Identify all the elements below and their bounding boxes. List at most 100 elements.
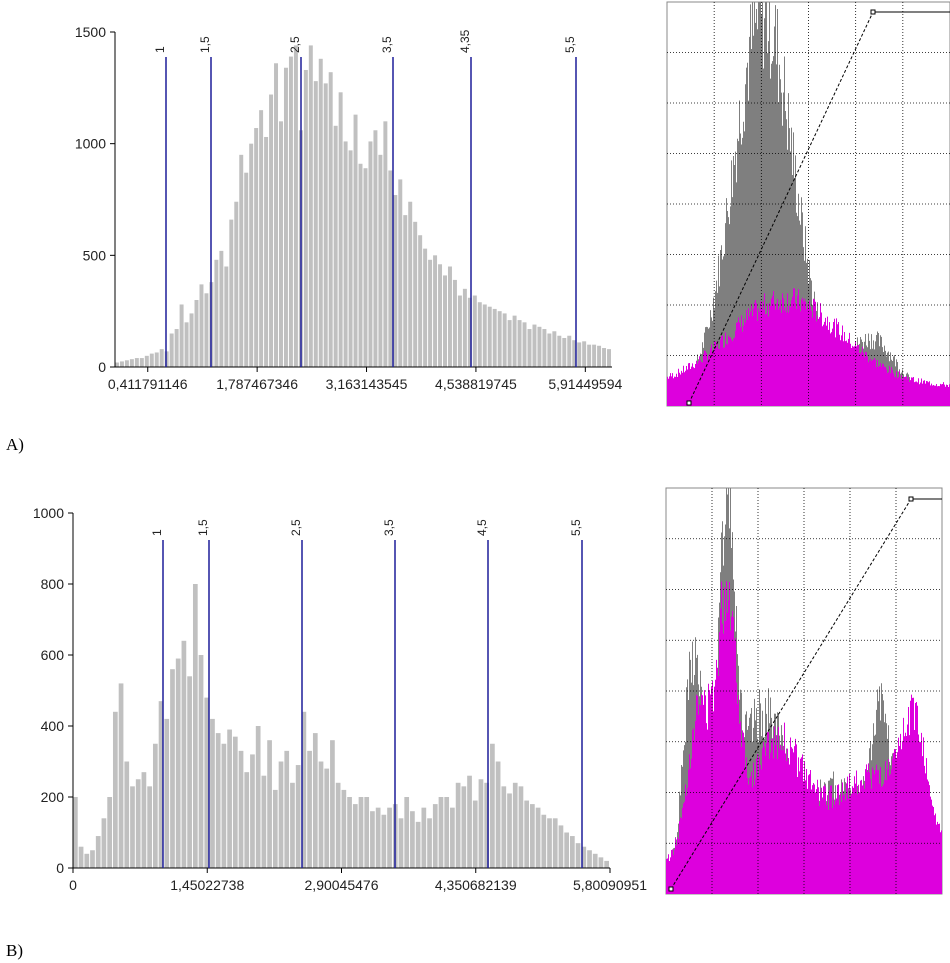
bar — [375, 807, 381, 868]
bar — [364, 797, 370, 868]
bar — [130, 786, 135, 868]
bar — [393, 195, 398, 367]
bar — [84, 853, 90, 868]
thumb-handle-low — [686, 400, 692, 406]
bar — [597, 345, 602, 367]
bar — [524, 800, 530, 868]
bar — [269, 94, 274, 367]
x-tick-label: 1,787467346 — [216, 376, 298, 392]
bar — [443, 275, 447, 367]
bar — [408, 201, 413, 367]
bar — [139, 358, 144, 367]
bar — [447, 266, 452, 367]
bar — [261, 775, 267, 868]
bar — [487, 306, 492, 367]
bar — [577, 342, 582, 367]
bar — [219, 250, 224, 367]
histogram-a: 0 500 1000 1500 0,411791146 1,787467346 3,1631… — [75, 24, 623, 392]
bar — [607, 349, 611, 367]
bar — [147, 786, 152, 868]
bar — [249, 143, 254, 367]
bar — [313, 81, 318, 367]
bar — [570, 836, 575, 868]
bar — [95, 836, 101, 868]
bar — [467, 297, 472, 367]
bar — [159, 349, 164, 367]
marker-label: 1 — [153, 46, 167, 53]
bar — [290, 782, 295, 868]
bar — [288, 56, 293, 367]
bar — [450, 807, 455, 868]
marker-label: 1 — [150, 529, 164, 536]
bar — [547, 333, 552, 367]
bar — [187, 676, 192, 868]
x-tick-label: 0 — [69, 877, 77, 893]
bar — [324, 768, 330, 868]
bar — [259, 110, 264, 368]
panel-label-a: A) — [6, 435, 24, 454]
bar — [198, 655, 204, 868]
bar — [279, 121, 283, 367]
bar — [149, 353, 154, 367]
bar — [250, 754, 255, 868]
y-tick-label: 0 — [98, 359, 106, 375]
bar — [169, 333, 174, 367]
x-tick-label: 4,350682139 — [435, 877, 517, 893]
bar — [530, 804, 535, 868]
bar — [381, 814, 387, 868]
panel-label-b: B) — [6, 941, 23, 960]
bar — [134, 358, 139, 367]
bar — [144, 355, 149, 367]
bar — [562, 337, 567, 367]
bar — [189, 313, 194, 367]
bar — [244, 772, 250, 868]
bar — [567, 335, 572, 367]
bar — [472, 800, 478, 868]
bar — [602, 348, 607, 367]
bar — [353, 114, 358, 367]
y-tick-label: 0 — [56, 860, 64, 876]
thumb-handle-high — [870, 9, 876, 15]
bar — [307, 750, 312, 868]
bar — [507, 320, 512, 367]
bar — [564, 832, 570, 868]
bar — [215, 733, 221, 868]
bar — [154, 352, 159, 367]
y-tick-label: 1500 — [75, 24, 106, 40]
bar — [472, 295, 477, 367]
bar — [512, 782, 518, 868]
marker-label: 2,5 — [289, 519, 303, 536]
bar — [301, 711, 307, 868]
bar — [192, 584, 198, 868]
bar — [224, 266, 229, 367]
bar — [413, 221, 418, 367]
bar — [293, 45, 298, 368]
marker-label: 1,5 — [196, 519, 210, 536]
bar — [404, 797, 410, 868]
bar — [239, 154, 244, 367]
bar — [184, 322, 189, 367]
bar — [135, 779, 141, 868]
bar — [415, 821, 421, 868]
bar — [333, 125, 338, 367]
bar — [547, 818, 552, 868]
bar — [502, 313, 507, 367]
bar — [432, 804, 438, 868]
bar — [535, 807, 541, 868]
bar — [124, 761, 130, 868]
thumbnail-histogram-a — [666, 1, 950, 407]
bar — [101, 818, 107, 868]
bar — [433, 255, 438, 367]
bar — [522, 322, 527, 367]
x-tick-label: 0,411791146 — [108, 376, 188, 392]
bar — [210, 718, 215, 868]
marker-label: 4,35 — [458, 29, 472, 53]
bar — [255, 726, 261, 868]
bar — [552, 331, 557, 367]
bar — [368, 141, 373, 367]
x-tick-label: 5,80090951 — [573, 877, 647, 893]
marker-label: 2,5 — [288, 36, 302, 53]
bar — [78, 846, 84, 868]
bar — [512, 315, 517, 367]
bar — [204, 293, 209, 367]
